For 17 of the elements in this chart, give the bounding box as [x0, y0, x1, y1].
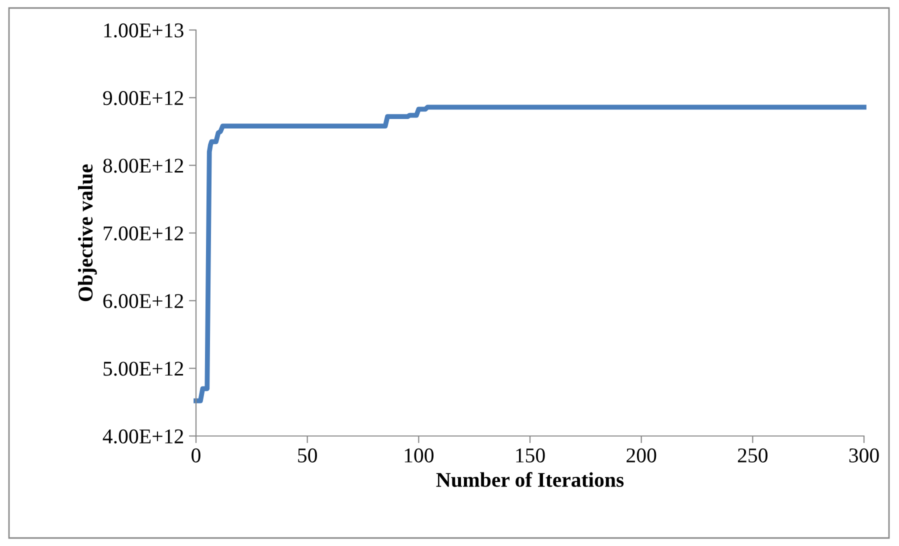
y-tick-label: 1.00E+13	[104, 23, 184, 38]
y-axis-title: Objective value	[78, 164, 97, 302]
y-tick-label: 9.00E+12	[103, 91, 184, 106]
y-tick-label: 4.00E+12	[102, 429, 184, 444]
x-tick-label: 300	[849, 448, 879, 462]
x-tick-label: 150	[516, 448, 545, 462]
y-tick-label: 5.00E+12	[104, 362, 184, 376]
y-tick-label: 7.00E+12	[104, 226, 184, 241]
x-tick-label: 250	[738, 448, 768, 462]
x-tick-label: 200	[626, 448, 656, 462]
line-series	[194, 104, 866, 404]
x-tick-label: 100	[404, 448, 434, 462]
x-axis-title: Number of Iterations	[436, 472, 624, 487]
y-tick-label: 8.00E+12	[103, 158, 184, 173]
x-tick-label: 0	[192, 448, 200, 462]
x-tick-label: 50	[298, 448, 317, 462]
y-tick-label: 6.00E+12	[103, 294, 184, 308]
